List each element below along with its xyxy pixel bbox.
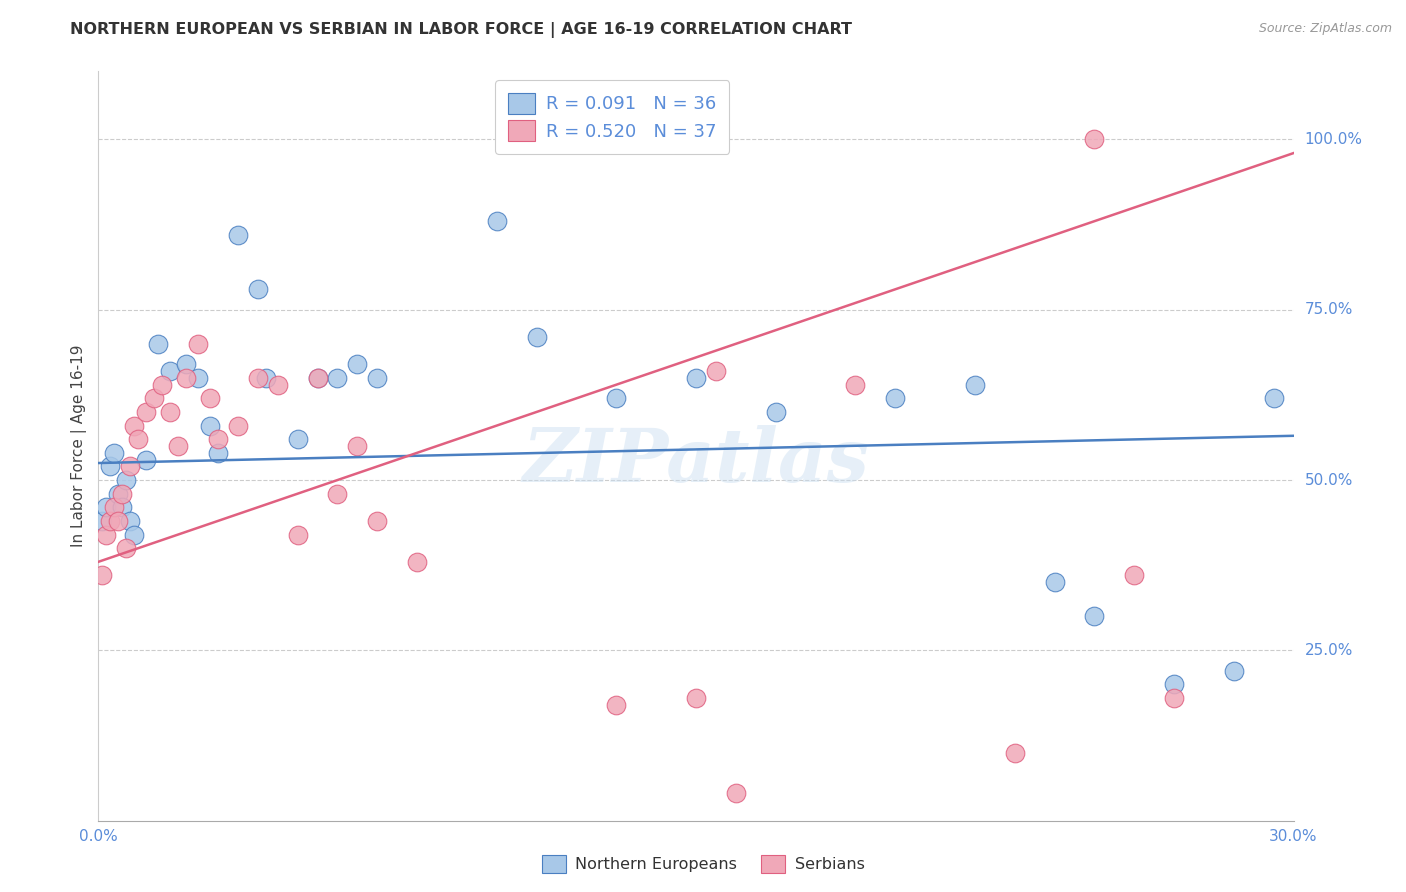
- Text: 25.0%: 25.0%: [1305, 643, 1353, 657]
- Point: [307, 371, 329, 385]
- Point: [115, 541, 138, 556]
- Point: [91, 514, 114, 528]
- Point: [963, 377, 986, 392]
- Y-axis label: In Labor Force | Age 16-19: In Labor Force | Age 16-19: [72, 344, 87, 548]
- Point: [1083, 609, 1105, 624]
- Point: [605, 698, 627, 712]
- Point: [124, 527, 146, 541]
- Point: [1263, 392, 1285, 406]
- Point: [98, 514, 122, 528]
- Text: 75.0%: 75.0%: [1305, 302, 1353, 318]
- Point: [103, 500, 125, 515]
- Point: [287, 432, 309, 446]
- Point: [1004, 746, 1026, 760]
- Point: [226, 227, 249, 242]
- Point: [174, 371, 197, 385]
- Point: [307, 371, 329, 385]
- Point: [150, 377, 173, 392]
- Point: [326, 486, 349, 500]
- Point: [254, 371, 277, 385]
- Text: ZIPatlas: ZIPatlas: [523, 425, 869, 497]
- Point: [724, 786, 747, 800]
- Point: [366, 514, 388, 528]
- Point: [685, 371, 707, 385]
- Point: [111, 486, 134, 500]
- Point: [704, 364, 727, 378]
- Point: [111, 500, 134, 515]
- Point: [159, 405, 181, 419]
- Point: [267, 377, 290, 392]
- Legend: Northern Europeans, Serbians: Northern Europeans, Serbians: [536, 848, 870, 880]
- Point: [96, 527, 118, 541]
- Point: [406, 555, 429, 569]
- Point: [1163, 677, 1185, 691]
- Point: [1223, 664, 1246, 678]
- Point: [96, 500, 118, 515]
- Point: [198, 418, 221, 433]
- Point: [103, 446, 125, 460]
- Point: [326, 371, 349, 385]
- Point: [1083, 132, 1105, 146]
- Legend: R = 0.091   N = 36, R = 0.520   N = 37: R = 0.091 N = 36, R = 0.520 N = 37: [495, 80, 730, 153]
- Point: [187, 336, 209, 351]
- Point: [485, 214, 508, 228]
- Point: [135, 405, 157, 419]
- Point: [167, 439, 190, 453]
- Point: [884, 392, 907, 406]
- Point: [226, 418, 249, 433]
- Point: [148, 336, 170, 351]
- Point: [198, 392, 221, 406]
- Point: [107, 514, 129, 528]
- Point: [844, 377, 866, 392]
- Text: 100.0%: 100.0%: [1305, 132, 1362, 147]
- Point: [765, 405, 787, 419]
- Point: [187, 371, 209, 385]
- Point: [143, 392, 166, 406]
- Point: [1163, 691, 1185, 706]
- Point: [605, 392, 627, 406]
- Point: [127, 432, 149, 446]
- Point: [346, 357, 368, 371]
- Point: [174, 357, 197, 371]
- Point: [287, 527, 309, 541]
- Text: 50.0%: 50.0%: [1305, 473, 1353, 488]
- Point: [207, 432, 229, 446]
- Text: Source: ZipAtlas.com: Source: ZipAtlas.com: [1258, 22, 1392, 36]
- Point: [107, 486, 129, 500]
- Point: [115, 473, 138, 487]
- Point: [159, 364, 181, 378]
- Point: [1043, 575, 1066, 590]
- Point: [98, 459, 122, 474]
- Point: [246, 371, 269, 385]
- Point: [135, 452, 157, 467]
- Point: [346, 439, 368, 453]
- Point: [207, 446, 229, 460]
- Point: [91, 568, 114, 582]
- Point: [366, 371, 388, 385]
- Point: [526, 330, 548, 344]
- Point: [120, 514, 142, 528]
- Point: [685, 691, 707, 706]
- Point: [246, 282, 269, 296]
- Text: NORTHERN EUROPEAN VS SERBIAN IN LABOR FORCE | AGE 16-19 CORRELATION CHART: NORTHERN EUROPEAN VS SERBIAN IN LABOR FO…: [70, 22, 852, 38]
- Point: [1123, 568, 1146, 582]
- Point: [124, 418, 146, 433]
- Point: [120, 459, 142, 474]
